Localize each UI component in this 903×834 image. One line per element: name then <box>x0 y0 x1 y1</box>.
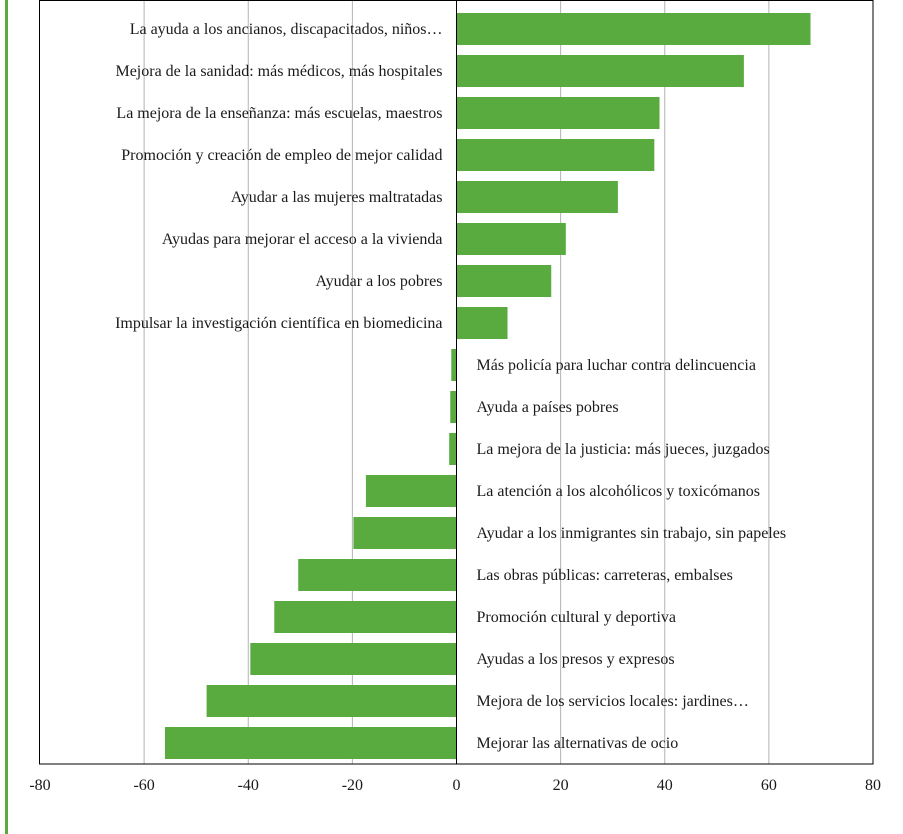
x-tick-label--80: -80 <box>29 777 50 794</box>
bar-1 <box>456 13 811 45</box>
category-label-4: Promoción y creación de empleo de mejor … <box>121 147 442 164</box>
x-tick-label-40: 40 <box>657 777 673 794</box>
category-label-11: La mejora de la justicia: más jueces, ju… <box>477 441 770 458</box>
bar-12 <box>365 475 457 507</box>
x-tick-label--60: -60 <box>133 777 154 794</box>
category-label-7: Ayudar a los pobres <box>316 273 443 290</box>
x-tick-label-80: 80 <box>865 777 881 794</box>
bar-16 <box>250 643 457 675</box>
x-tick-label-0: 0 <box>453 777 461 794</box>
x-tick-labels: -80 -60 -40 -20 0 20 40 60 80 <box>29 777 881 794</box>
category-label-6: Ayudas para mejorar el acceso a la vivie… <box>162 231 443 248</box>
bar-3 <box>456 97 660 129</box>
bars <box>164 13 811 759</box>
category-labels: La ayuda a los ancianos, discapacitados,… <box>115 21 786 752</box>
bar-17 <box>206 685 457 717</box>
category-label-2: Mejora de la sanidad: más médicos, más h… <box>115 63 442 80</box>
axes <box>39 0 874 765</box>
bar-2 <box>456 55 744 87</box>
category-label-18: Mejorar las alternativas de ocio <box>477 735 679 752</box>
bar-14 <box>298 559 457 591</box>
x-tick-label--40: -40 <box>238 777 259 794</box>
category-label-15: Promoción cultural y deportiva <box>477 609 677 626</box>
bar-13 <box>353 517 457 549</box>
bar-11 <box>449 433 457 465</box>
category-label-8: Impulsar la investigación científica en … <box>115 315 442 332</box>
category-label-10: Ayuda a países pobres <box>477 399 619 416</box>
category-label-17: Mejora de los servicios locales: jardine… <box>477 693 749 710</box>
bar-5 <box>456 181 618 213</box>
bar-15 <box>274 601 457 633</box>
category-label-12: La atención a los alcohólicos y toxicóma… <box>477 483 760 500</box>
bar-7 <box>456 265 552 297</box>
bar-18 <box>164 727 457 759</box>
bar-4 <box>456 139 655 171</box>
category-label-9: Más policía para luchar contra delincuen… <box>477 357 756 374</box>
left-accent-line <box>5 0 8 834</box>
bar-6 <box>456 223 566 255</box>
category-label-5: Ayudar a las mujeres maltratadas <box>231 189 443 206</box>
x-tick-label--20: -20 <box>342 777 363 794</box>
bar-10 <box>450 391 457 423</box>
bar-8 <box>456 307 508 339</box>
category-label-1: La ayuda a los ancianos, discapacitados,… <box>130 21 443 38</box>
category-label-16: Ayudas a los presos y expresos <box>477 651 675 668</box>
category-label-14: Las obras públicas: carreteras, embalses <box>477 567 733 584</box>
category-label-13: Ayudar a los inmigrantes sin trabajo, si… <box>477 525 787 542</box>
bar-9 <box>451 349 457 381</box>
x-tick-label-20: 20 <box>553 777 569 794</box>
category-label-3: La mejora de la enseñanza: más escuelas,… <box>116 105 442 122</box>
x-tick-label-60: 60 <box>761 777 777 794</box>
